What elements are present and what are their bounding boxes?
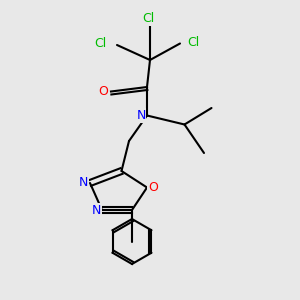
Text: N: N <box>79 176 88 190</box>
Text: N: N <box>92 203 101 217</box>
Text: N: N <box>136 109 146 122</box>
Text: O: O <box>148 181 158 194</box>
Text: Cl: Cl <box>94 37 106 50</box>
Text: Cl: Cl <box>142 12 154 25</box>
Text: Cl: Cl <box>188 35 200 49</box>
Text: O: O <box>99 85 108 98</box>
